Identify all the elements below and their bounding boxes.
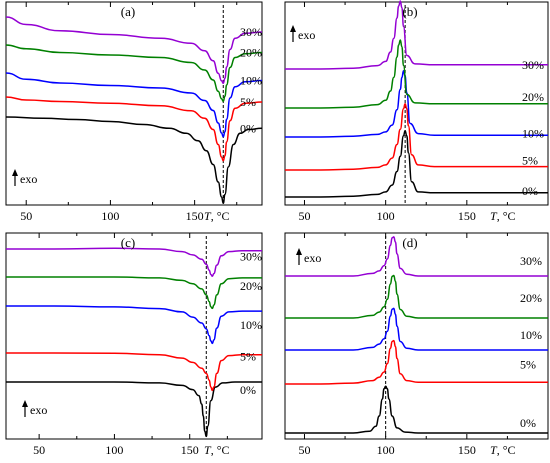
series-label: 30% [240,250,262,264]
x-tick-label: 50 [298,209,310,223]
series-line-30pct [285,236,548,277]
series-line-30pct [6,247,262,277]
series-label: 30% [520,254,542,268]
x-tick-label: 150 [458,209,476,223]
series-label: 20% [240,279,262,293]
chart-panel-1: 50 100 150 T, °C 0% 5% 10% 20% 30% (a) exo [5,1,263,223]
panel-label: (d) [402,235,417,250]
panel-label: (b) [402,4,417,19]
series-label: 0% [240,383,256,397]
exo-label: exo [30,403,47,417]
series-label: 10% [240,74,262,88]
chart-panel-4: 50 100 150 T, °C 0% 5% 10% 20% 30% (d) exo [284,232,549,457]
x-tick-label: 100 [377,443,395,457]
x-tick-label: 50 [20,209,32,223]
plot-frame [5,1,263,206]
chart-panel-2: 50 100 150 T, °C 0% 5% 10% 20% 30% (b) exo [284,0,549,223]
series-line-0pct [284,385,548,434]
series-label: 20% [240,46,262,60]
plot-frame [284,232,549,440]
x-tick-label: 50 [33,443,45,457]
exo-label: exo [20,172,37,186]
series-label: 30% [522,58,544,72]
exo-arrowhead-icon [12,169,18,176]
series-line-5pct [5,96,263,162]
series-label: 5% [240,350,256,364]
series-label: 0% [522,184,538,198]
series-label: 5% [522,154,538,168]
series-line-10pct [285,307,548,351]
x-tick-label: 100 [377,209,395,223]
series-line-30pct [285,0,548,70]
exo-arrowhead-icon [22,400,28,407]
series-label: 5% [520,357,536,371]
exo-arrowhead-icon [296,248,302,255]
x-tick-label: 100 [101,209,119,223]
exo-arrowhead-icon [290,25,296,32]
series-line-20pct [5,44,263,103]
series-line-10pct [6,305,262,345]
series-label: 10% [522,126,544,140]
x-axis-label: T, °C [204,209,230,223]
x-tick-label: 50 [298,443,310,457]
series-line-5pct [285,102,548,171]
series-line-5pct [6,352,262,392]
chart-panel-3: 50 100 150 T, °C 0% 5% 10% 20% 30% (c) exo [5,232,263,457]
exo-label: exo [304,251,321,265]
x-axis-label: T, °C [490,209,516,223]
series-line-10pct [5,72,263,138]
series-line-20pct [6,276,262,310]
x-axis-label: T, °C [204,443,230,457]
x-tick-label: 100 [105,443,123,457]
x-tick-label: 150 [458,443,476,457]
series-label: 10% [520,328,542,342]
series-label: 20% [520,291,542,305]
series-line-0pct [6,381,262,438]
series-label: 30% [240,25,262,39]
series-label: 20% [522,90,544,104]
series-label: 0% [520,416,536,430]
series-label: 10% [240,318,262,332]
x-tick-label: 150 [181,443,199,457]
series-line-20pct [285,274,548,319]
series-line-10pct [284,69,548,138]
panel-label: (c) [121,235,135,250]
x-axis-label: T, °C [490,443,516,457]
panel-label: (a) [121,4,135,19]
series-line-0pct [5,116,263,205]
x-tick-label: 150 [186,209,204,223]
series-line-20pct [284,39,548,109]
series-label: 5% [240,95,256,109]
series-label: 0% [240,121,256,135]
plot-frame [5,232,263,440]
series-line-5pct [284,339,548,385]
series-line-30pct [5,16,263,85]
exo-label: exo [298,28,315,42]
series-line-0pct [285,129,548,198]
